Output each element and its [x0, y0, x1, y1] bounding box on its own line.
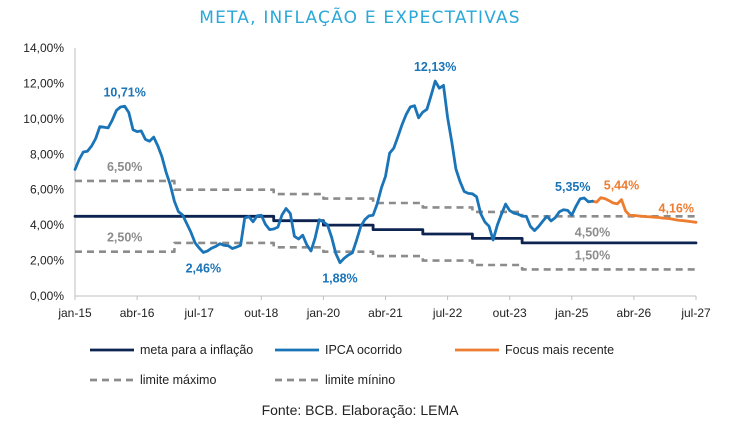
data-label: 5,44%	[604, 179, 639, 193]
legend-item: IPCA ocorrido	[275, 343, 402, 357]
legend-label: IPCA ocorrido	[325, 343, 402, 357]
y-tick-label: 2,00%	[30, 254, 64, 268]
y-tick-label: 6,00%	[30, 183, 64, 197]
x-tick-label: jan-25	[554, 306, 589, 320]
legend-item: meta para a inflação	[90, 343, 253, 357]
x-tick-label: jan-20	[306, 306, 341, 320]
legend-label: limite máximo	[140, 373, 216, 387]
data-label: 12,13%	[414, 60, 456, 74]
source-note: Fonte: BCB. Elaboração: LEMA	[262, 402, 460, 418]
series-line-limite-m-ximo	[75, 179, 696, 218]
data-label: 10,71%	[103, 85, 145, 99]
data-label: 4,16%	[659, 201, 694, 215]
series-line-focus-mais-recente	[591, 196, 698, 224]
x-tick-label: abr-26	[617, 306, 652, 320]
x-tick-label: jan-15	[57, 306, 92, 320]
y-tick-label: 14,00%	[23, 41, 64, 55]
legend-item: limite máximo	[90, 373, 216, 387]
x-tick-label: abr-16	[120, 306, 155, 320]
x-tick-label: out-18	[244, 306, 278, 320]
y-tick-label: 8,00%	[30, 147, 64, 161]
legend-label: limite mínino	[325, 373, 395, 387]
x-tick-label: jul-27	[680, 306, 711, 320]
data-label: 2,46%	[186, 261, 221, 275]
legend-label: meta para a inflação	[140, 343, 253, 357]
data-label: 1,50%	[575, 248, 610, 262]
y-axis-ticks: 0,00% 2,00% 4,00% 6,00% 8,00% 10,00% 12,00% 14,…	[23, 41, 64, 303]
series-lines	[73, 79, 698, 271]
series-line-meta-para-a-infla-o	[73, 214, 698, 245]
x-tick-label: out-23	[493, 306, 527, 320]
series-line-limite-m-nino	[75, 241, 696, 271]
x-tick-label: abr-21	[368, 306, 403, 320]
data-label: 6,50%	[107, 160, 142, 174]
x-tick-label: jul-22	[432, 306, 463, 320]
y-tick-label: 0,00%	[30, 289, 64, 303]
data-label: 2,50%	[107, 231, 142, 245]
data-labels: 10,71% 6,50% 2,50% 2,46% 1,88% 12,13% 5,35% 5,4…	[103, 60, 694, 286]
x-tick-label: jul-17	[184, 306, 215, 320]
y-tick-label: 10,00%	[23, 112, 64, 126]
x-axis-ticks: jan-15 abr-16 jul-17 out-18 jan-20 abr-21 jul-…	[57, 296, 711, 320]
chart-title: META, INFLAÇÃO E EXPECTATIVAS	[199, 6, 521, 28]
series-line-ipca-ocorrido	[73, 79, 594, 265]
legend-label: Focus mais recente	[505, 343, 614, 357]
legend: meta para a inflação IPCA ocorrido Focus m…	[90, 343, 614, 387]
y-tick-label: 12,00%	[23, 76, 64, 90]
y-tick-label: 4,00%	[30, 218, 64, 232]
legend-item: Focus mais recente	[455, 343, 614, 357]
data-label: 5,35%	[555, 180, 590, 194]
legend-item: limite mínino	[275, 373, 395, 387]
data-label: 1,88%	[322, 272, 357, 286]
data-label: 4,50%	[575, 225, 610, 239]
